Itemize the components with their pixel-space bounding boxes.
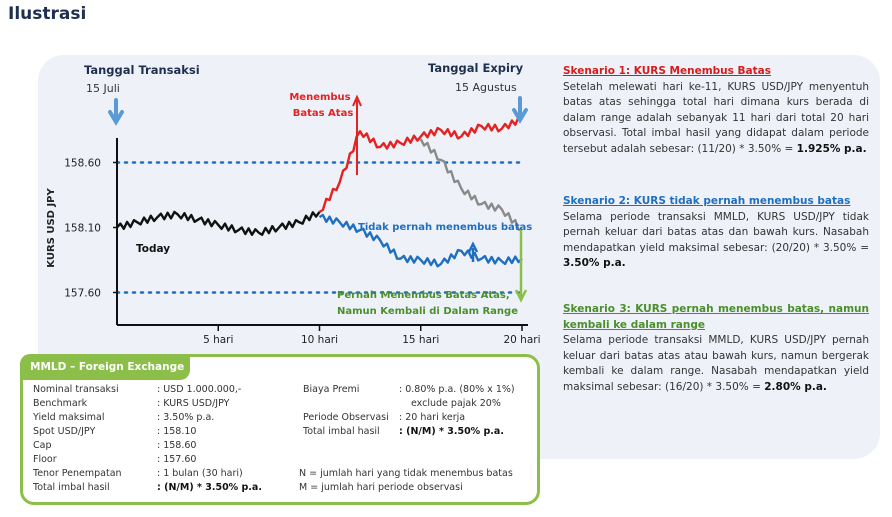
box-left-value: : 3.50% p.a.: [157, 412, 215, 423]
box-left-value: : 158.10: [157, 426, 197, 437]
x-tick-label: 10 hari: [301, 334, 338, 346]
return-label: Pernah Menembus Batas Atas,: [337, 290, 510, 301]
scenario-2-line: [318, 213, 523, 268]
scenario-1-result: 1.925% p.a.: [796, 142, 867, 155]
box-right-label: Periode Observasi: [303, 412, 389, 423]
box-left-label: Total imbal hasil: [33, 482, 110, 493]
breach-up-label: Batas Atas: [293, 108, 354, 119]
scenario-2: Skenario 2: KURS tidak pernah menembus b…: [563, 194, 869, 272]
scenario-1-title: Skenario 1: KURS Menembus Batas: [563, 65, 771, 77]
scenario-1-body: Setelah melewati hari ke-11, KURS USD/JP…: [563, 80, 869, 155]
history-line: [116, 210, 321, 236]
box-left-label: Benchmark: [33, 398, 88, 409]
end-label: Tanggal Expiry: [428, 61, 524, 75]
start-label: Tanggal Transaksi: [84, 63, 200, 77]
scenario-3-line: [419, 138, 523, 232]
y-axis-label: KURS USD JPY: [46, 188, 57, 268]
x-tick-label: 15 hari: [402, 334, 439, 346]
no-breach-label: Tidak pernah menembus batas: [358, 222, 532, 233]
box-title: MMLD – Foreign Exchange: [20, 354, 190, 380]
x-tick-label: 5 hari: [203, 334, 233, 346]
return-arrow-icon: [514, 230, 528, 303]
scenario-3-body: Selama periode transaksi MMLD, KURS USD/…: [563, 334, 869, 393]
y-tick-label: 157.60: [64, 288, 101, 300]
box-right-value: : (N/M) * 3.50% p.a.: [399, 426, 504, 437]
box-right-value: : 20 hari kerja: [399, 412, 466, 423]
box-left-label: Spot USD/JPY: [33, 426, 96, 437]
start-arrow-icon: [108, 98, 124, 126]
box-right-value: exclude pajak 20%: [411, 398, 501, 409]
scenario-2-title: Skenario 2: KURS tidak pernah menembus b…: [563, 195, 851, 207]
box-right-label: Biaya Premi: [303, 384, 360, 395]
today-label: Today: [136, 243, 170, 255]
box-left-value: : USD 1.000.000,-: [157, 384, 242, 395]
box-left-value: : 158.60: [157, 440, 197, 451]
box-left-label: Yield maksimal: [33, 412, 105, 423]
return-label: Namun Kembali di Dalam Range: [337, 306, 518, 317]
box-left-label: Nominal transaksi: [33, 384, 119, 395]
box-right-label: Total imbal hasil: [303, 426, 380, 437]
x-tick-label: 20 hari: [503, 334, 540, 346]
breach-up-label: Menembus: [289, 92, 350, 103]
scenario-3-result: 2.80% p.a.: [764, 380, 827, 393]
end-date: 15 Agustus: [455, 81, 517, 94]
box-left-value: : (N/M) * 3.50% p.a.: [157, 482, 262, 493]
box-left-label: Cap: [33, 440, 52, 451]
product-summary-box: MMLD – Foreign Exchange Nominal transaks…: [20, 354, 540, 505]
y-tick-label: 158.60: [64, 158, 101, 170]
box-left-label: Tenor Penempatan: [33, 468, 122, 479]
scenario-2-result: 3.50% p.a.: [563, 257, 626, 269]
y-tick-label: 158.10: [64, 223, 101, 235]
scenario-3: Skenario 3: KURS pernah menembus batas, …: [563, 302, 869, 395]
scenario-1: Skenario 1: KURS Menembus Batas Setelah …: [563, 64, 869, 157]
box-left-value: : 1 bulan (30 hari): [157, 468, 243, 479]
box-left-label: Floor: [33, 454, 57, 465]
scenario-3-title: Skenario 3: KURS pernah menembus batas, …: [563, 303, 869, 331]
box-right-value: : 0.80% p.a. (80% x 1%): [399, 384, 515, 395]
box-left-value: : KURS USD/JPY: [157, 398, 230, 409]
scenario-2-body: Selama periode transaksi MMLD, KURS USD/…: [563, 210, 869, 254]
start-date: 15 Juli: [86, 82, 120, 95]
box-note: M = jumlah hari periode observasi: [299, 482, 463, 493]
box-left-value: : 157.60: [157, 454, 197, 465]
page-title: Ilustrasi: [8, 4, 87, 24]
no-breach-arrow-icon: [467, 241, 479, 262]
box-note: N = jumlah hari yang tidak menembus bata…: [299, 468, 513, 479]
scenario-1-line: [318, 115, 523, 213]
end-arrow-icon: [512, 96, 528, 124]
breach-up-arrow-icon: [352, 94, 362, 175]
